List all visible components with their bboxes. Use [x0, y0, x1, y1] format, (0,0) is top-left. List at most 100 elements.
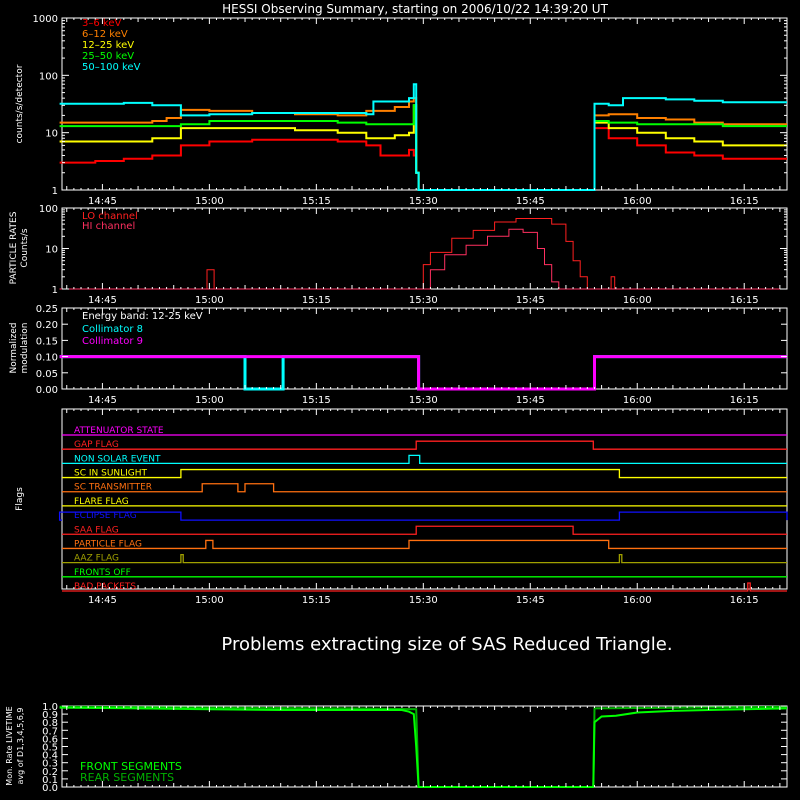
y-tick-label: 0.4	[42, 751, 58, 762]
legend-entry: 6–12 keV	[82, 29, 128, 40]
flag-label: BAD PACKETS	[74, 582, 136, 592]
x-tick-label: 15:30	[409, 395, 438, 406]
flag-line	[62, 539, 787, 550]
y-axis-label: avg of D1,3,4,5,6,9	[16, 708, 25, 785]
flag-label: ECLIPSE FLAG	[74, 511, 137, 521]
count-rate-panel: 1 10 100 1000 14:45 15:00 15:15 15:30 15:45 16:00…	[15, 14, 788, 207]
flag-label: SAA FLAG	[74, 525, 119, 535]
y-tick-label: 0.1	[42, 775, 58, 786]
flag-line	[62, 454, 787, 465]
x-tick-label: 15:30	[409, 595, 438, 606]
y-tick-label: 0.10	[36, 353, 58, 364]
x-tick-label: 15:15	[302, 295, 331, 306]
y-axis-label: Mon. Rate LIVETIME	[5, 706, 14, 785]
legend-entry: 3–6 keV	[82, 18, 121, 29]
legend-entry: Collimator 9	[82, 336, 143, 347]
y-axis-label: modulation	[20, 323, 30, 374]
x-tick-label: 15:15	[302, 196, 331, 207]
y-tick-label: 100	[39, 204, 58, 215]
x-tick-label: 15:45	[516, 395, 545, 406]
y-axis-label: Normalized	[9, 322, 19, 373]
y-tick-label: 1000	[33, 14, 58, 25]
legend-entry: 25–50 keV	[82, 51, 134, 62]
x-tick-label: 16:00	[623, 595, 652, 606]
y-axis-label: PARTICLE RATES	[9, 211, 19, 284]
flag-label: SC IN SUNLIGHT	[74, 469, 148, 479]
flag-line	[58, 511, 788, 521]
x-tick-label: 14:45	[88, 196, 117, 207]
status-message: Problems extracting size of SAS Reduced …	[221, 634, 672, 655]
y-tick-label: 10	[45, 129, 58, 140]
x-tick-label: 16:15	[730, 595, 759, 606]
x-tick-label: 15:00	[195, 196, 224, 207]
series-line	[59, 97, 787, 191]
y-tick-label: 0.00	[36, 385, 58, 396]
legend-entry: FRONT SEGMENTS	[80, 760, 182, 773]
series-line	[59, 127, 787, 191]
flag-line	[62, 440, 787, 450]
plot-frame	[61, 207, 788, 290]
flag-line	[62, 525, 787, 535]
x-tick-label: 14:45	[88, 295, 117, 306]
x-tick-label: 15:30	[409, 295, 438, 306]
legend-entry: REAR SEGMENTS	[80, 771, 174, 784]
y-tick-label: 1	[52, 285, 58, 296]
legend-entry: LO channel	[82, 211, 138, 222]
y-tick-label: 0.6	[42, 734, 58, 745]
legend-entry: HI channel	[82, 221, 135, 232]
flag-label: SC TRANSMITTER	[74, 483, 152, 493]
flags-panel: ATTENUATOR STATE GAP FLAG NON SOLAR EVENT S…	[15, 408, 788, 606]
plot-frame	[61, 17, 788, 191]
legend-entry: 12–25 keV	[82, 40, 134, 51]
modulation-panel: 0.00 0.05 0.10 0.15 0.20 0.25 14:45 15:00 15:15 1…	[9, 304, 788, 406]
x-tick-label: 15:00	[195, 395, 224, 406]
x-tick-label: 15:00	[195, 295, 224, 306]
x-tick-label: 16:00	[623, 196, 652, 207]
x-tick-label: 15:15	[302, 595, 331, 606]
flag-label: GAP FLAG	[74, 440, 119, 450]
plot-frame	[61, 408, 788, 590]
x-tick-label: 16:00	[623, 295, 652, 306]
y-tick-label: 0.15	[36, 336, 58, 347]
x-tick-label: 15:00	[195, 595, 224, 606]
legend-entry: Collimator 8	[82, 324, 143, 335]
y-tick-label: 0.3	[42, 759, 58, 770]
y-tick-label: 100	[39, 71, 58, 82]
x-tick-label: 15:15	[302, 395, 331, 406]
plot-panels: 1 10 100 1000 14:45 15:00 15:15 15:30 15:45 16:00…	[5, 14, 788, 794]
flag-label: FRONTS OFF	[74, 568, 131, 578]
y-tick-label: 0.5	[42, 743, 58, 754]
y-tick-label: 10	[45, 245, 58, 256]
x-tick-label: 15:45	[516, 295, 545, 306]
flag-label: AAZ FLAG	[74, 554, 119, 564]
y-tick-label: 1	[52, 186, 58, 197]
flag-line	[62, 582, 787, 592]
x-tick-label: 16:15	[730, 196, 759, 207]
y-tick-label: 0.0	[42, 783, 58, 794]
y-axis-label: counts/s/detector	[15, 64, 25, 143]
energy-band-annotation: Energy band: 12-25 keV	[82, 311, 203, 322]
flag-label: PARTICLE FLAG	[74, 539, 142, 549]
particle-rate-panel: 1 10 100 14:45 15:00 15:15 15:30 15:45 16:00 16:1…	[9, 204, 788, 306]
x-tick-label: 16:00	[623, 395, 652, 406]
series-line	[59, 104, 787, 191]
flag-label: NON SOLAR EVENT	[74, 454, 161, 464]
x-tick-label: 16:15	[730, 295, 759, 306]
legend-entry: 50–100 keV	[82, 62, 141, 73]
flag-label: ATTENUATOR STATE	[74, 426, 164, 436]
x-tick-label: 14:45	[88, 595, 117, 606]
x-tick-label: 15:45	[516, 595, 545, 606]
x-tick-label: 16:15	[730, 395, 759, 406]
y-tick-label: 1.0	[42, 702, 58, 713]
y-axis-label: Flags	[15, 487, 25, 511]
y-tick-label: 0.2	[42, 767, 58, 778]
series-line	[59, 83, 787, 191]
series-line	[59, 228, 787, 290]
x-tick-label: 15:30	[409, 196, 438, 207]
chart-title: HESSI Observing Summary, starting on 200…	[222, 2, 608, 16]
flag-line	[62, 468, 787, 479]
y-axis-label: Counts/s	[20, 228, 30, 267]
x-tick-label: 14:45	[88, 395, 117, 406]
y-tick-label: 0.05	[36, 369, 58, 380]
